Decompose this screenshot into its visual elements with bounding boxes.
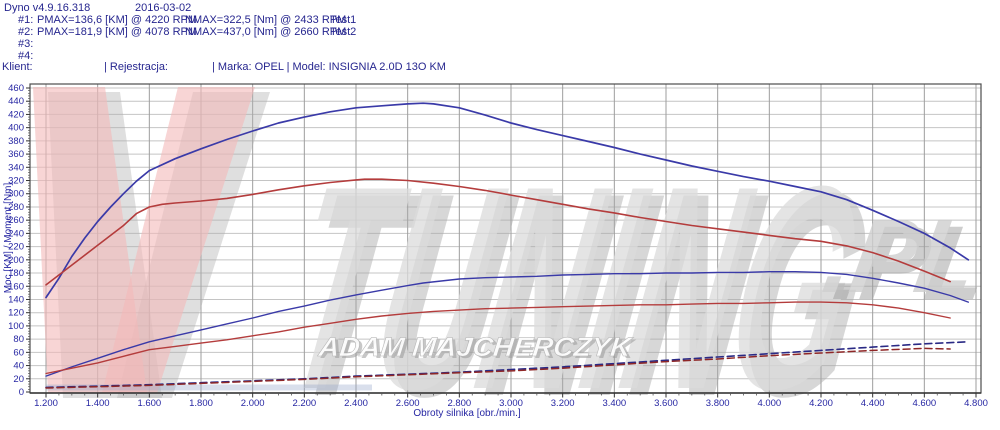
y-tick-label: 260 [8, 215, 24, 226]
svg-text:TUNING: TUNING [267, 125, 879, 430]
header: Dyno v4.9.16.318 2016-03-02 #1: PMAX=136… [0, 0, 1000, 78]
run2-test: Test2 [330, 26, 357, 38]
run2-pmax: PMAX=181,9 [KM] @ 4078 RPM [37, 26, 198, 38]
x-tick-label: 2.000 [241, 398, 265, 409]
y-tick-label: 80 [13, 334, 24, 345]
y-tick-label: 360 [8, 149, 24, 160]
run1-id: #1: [18, 14, 34, 26]
x-tick-label: 2.200 [292, 398, 316, 409]
series-moc-test2 [45, 271, 969, 377]
x-axis-title: Obroty silnika [obr./min.] [413, 408, 520, 419]
x-tick-label: 3.200 [551, 398, 575, 409]
x-tick-label: 3.000 [499, 398, 523, 409]
x-tick-label: 4.800 [964, 398, 988, 409]
y-tick-label: 120 [8, 308, 24, 319]
y-tick-label: 0 [19, 387, 24, 398]
series-moment-test1 [45, 178, 952, 286]
watermark-band [46, 384, 372, 391]
x-tick-label: 3.400 [602, 398, 626, 409]
x-tick-label: 4.400 [861, 398, 885, 409]
run2-id: #2: [18, 26, 34, 38]
y-tick-label: 380 [8, 136, 24, 147]
run1-pmax: PMAX=136,6 [KM] @ 4220 RPM [37, 14, 198, 26]
y-axis-title: Moc [KM] / Moment [Nm] [3, 182, 14, 293]
y-tick-label: 340 [8, 162, 24, 173]
y-tick-label: 160 [8, 281, 24, 292]
svg-text:ADAM MAJCHERCZYK: ADAM MAJCHERCZYK [316, 331, 635, 362]
x-tick-label: 4.000 [757, 398, 781, 409]
watermark-tld: .PL.PL [816, 198, 997, 322]
x-tick-label: 2.800 [447, 398, 471, 409]
x-tick-label: 1.600 [137, 398, 161, 409]
x-tick-label: 1.200 [34, 398, 58, 409]
y-tick-label: 320 [8, 176, 24, 187]
x-tick-label: 2.600 [396, 398, 420, 409]
y-tick-label: 400 [8, 123, 24, 134]
x-tick-label: 2.400 [344, 398, 368, 409]
series-strata-test1 [45, 347, 951, 389]
y-tick-label: 240 [8, 228, 24, 239]
x-tick-label: 3.800 [706, 398, 730, 409]
y-tick-label: 300 [8, 189, 24, 200]
x-tick-label: 4.200 [809, 398, 833, 409]
y-tick-label: 420 [8, 109, 24, 120]
run4-id: #4: [18, 50, 34, 62]
x-tick-label: 3.600 [654, 398, 678, 409]
report-date: 2016-03-02 [135, 2, 192, 14]
client-label: Klient: [2, 61, 33, 73]
svg-text:TUNING: TUNING [278, 132, 890, 430]
make-model-label: | Marka: OPEL | Model: INSIGNIA 2.0D 13O… [212, 61, 446, 73]
run3-id: #3: [18, 38, 34, 50]
x-tick-label: 1.800 [189, 398, 213, 409]
series [45, 102, 970, 389]
y-tick-label: 200 [8, 255, 24, 266]
y-tick-label: 180 [8, 268, 24, 279]
watermark-v-stroke [33, 87, 147, 393]
y-tick-label: 40 [13, 361, 24, 372]
y-tick-label: 440 [8, 96, 24, 107]
run1-test: Test1 [330, 14, 357, 26]
x-tick-label: 1.400 [86, 398, 110, 409]
y-tick-label: 220 [8, 242, 24, 253]
y-tick-label: 60 [13, 347, 24, 358]
app-title: Dyno v4.9.16.318 [4, 2, 91, 14]
y-tick-label: 140 [8, 294, 24, 305]
y-tick-label: 280 [8, 202, 24, 213]
series-moc-test1 [45, 301, 951, 375]
y-tick-label: 20 [13, 374, 24, 385]
run1-nmax: NMAX=322,5 [Nm] @ 2433 RPM [185, 14, 347, 26]
axes: 1.200 1.400 1.600 1.800 2.000 2.200 2.400 2.600… [3, 83, 988, 419]
y-tick-label: 100 [8, 321, 24, 332]
svg-text:ADAM MAJCHERCZYK: ADAM MAJCHERCZYK [319, 333, 638, 364]
series-moment-test2 [45, 102, 970, 299]
run2-nmax: NMAX=437,0 [Nm] @ 2660 RPM [185, 26, 347, 38]
svg-text:.PL: .PL [816, 198, 987, 315]
watermark-v-stroke [102, 87, 255, 393]
x-tick-label: 4.600 [912, 398, 936, 409]
registration-label: | Rejestracja: [104, 61, 168, 73]
y-tick-label: 460 [8, 83, 24, 94]
